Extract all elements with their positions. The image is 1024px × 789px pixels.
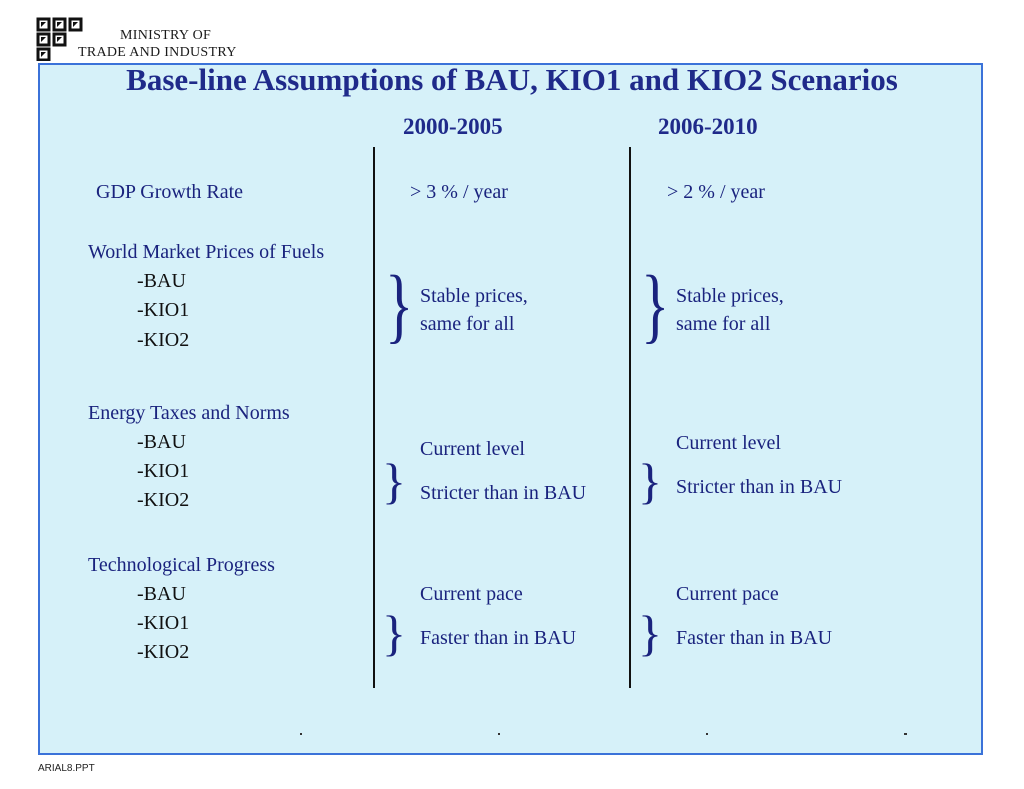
fuel-value-2006-2010-line2: same for all	[676, 313, 771, 335]
taxes-sub-kio1: -KIO1	[137, 460, 190, 482]
taxes-sub-kio2: -KIO2	[137, 489, 190, 511]
decor-dot	[904, 733, 907, 735]
row-label-energy-taxes: Energy Taxes and Norms	[88, 402, 290, 424]
fuel-value-2006-2010-line1: Stable prices,	[676, 285, 784, 307]
taxes-value-2000-2005-line2: Stricter than in BAU	[420, 482, 587, 504]
taxes-sub-bau: -BAU	[137, 431, 186, 453]
taxes-value-2006-2010-line1: Current level	[676, 432, 781, 454]
taxes-brace-2-icon: }	[638, 453, 662, 509]
tech-sub-bau: -BAU	[137, 583, 186, 605]
taxes-value-2006-2010-line2: Stricter than in BAU	[676, 476, 843, 498]
fuel-sub-bau: -BAU	[137, 270, 186, 292]
slide-panel	[38, 63, 983, 755]
tech-brace-1-icon: }	[382, 605, 406, 661]
fuel-value-2000-2005-line2: same for all	[420, 313, 515, 335]
row-label-tech-progress: Technological Progress	[88, 554, 275, 576]
tech-sub-kio2: -KIO2	[137, 641, 190, 663]
fuel-sub-kio1: -KIO1	[137, 299, 190, 321]
decor-dot	[498, 733, 500, 735]
column-header-2006-2010: 2006-2010	[658, 114, 758, 139]
fuel-brace-2-icon: }	[641, 259, 670, 352]
decor-dot	[300, 733, 302, 735]
fuel-brace-1-icon: }	[385, 259, 414, 352]
taxes-value-2000-2005-line1: Current level	[420, 438, 525, 460]
column-header-2000-2005: 2000-2005	[403, 114, 503, 139]
fuel-value-2000-2005-line1: Stable prices,	[420, 285, 528, 307]
ministry-logo-icon	[36, 17, 83, 61]
tech-value-2006-2010-line1: Current pace	[676, 583, 779, 605]
footer-file-name: ARIAL8.PPT	[38, 763, 95, 774]
column-divider-2	[629, 147, 631, 688]
fuel-sub-kio2: -KIO2	[137, 329, 190, 351]
tech-value-2006-2010-line2: Faster than in BAU	[676, 627, 833, 649]
tech-brace-2-icon: }	[638, 605, 662, 661]
tech-value-2000-2005-line2: Faster than in BAU	[420, 627, 577, 649]
tech-sub-kio1: -KIO1	[137, 612, 190, 634]
tech-value-2000-2005-line1: Current pace	[420, 583, 523, 605]
row-label-gdp: GDP Growth Rate	[96, 181, 244, 203]
row-label-fuel-prices: World Market Prices of Fuels	[88, 241, 325, 263]
gdp-value-2000-2005: > 3 % / year	[410, 181, 508, 203]
column-divider-1	[373, 147, 375, 688]
slide-title: Base-line Assumptions of BAU, KIO1 and K…	[126, 62, 898, 97]
taxes-brace-1-icon: }	[382, 453, 406, 509]
decor-dot	[706, 733, 708, 735]
org-name-line2: TRADE AND INDUSTRY	[78, 45, 237, 60]
org-name-line1: MINISTRY OF	[120, 28, 212, 43]
gdp-value-2006-2010: > 2 % / year	[667, 181, 765, 203]
